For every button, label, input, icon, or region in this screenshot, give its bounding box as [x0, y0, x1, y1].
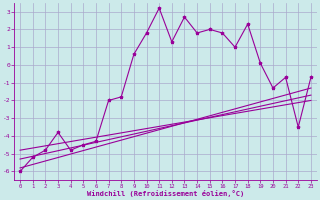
Point: [81, 143, 86, 146]
Point: [283, 76, 288, 79]
Point: [18, 170, 23, 173]
Point: [296, 125, 301, 129]
Point: [119, 95, 124, 98]
Point: [144, 31, 149, 35]
Point: [43, 149, 48, 152]
X-axis label: Windchill (Refroidissement éolien,°C): Windchill (Refroidissement éolien,°C): [87, 190, 244, 197]
Point: [93, 140, 99, 143]
Point: [232, 46, 237, 49]
Point: [270, 86, 276, 90]
Point: [106, 99, 111, 102]
Point: [30, 156, 35, 159]
Point: [156, 7, 162, 10]
Point: [68, 149, 73, 152]
Point: [258, 62, 263, 65]
Point: [245, 22, 250, 26]
Point: [131, 53, 136, 56]
Point: [308, 76, 314, 79]
Point: [169, 40, 174, 43]
Point: [182, 15, 187, 19]
Point: [195, 31, 200, 35]
Point: [55, 131, 60, 134]
Point: [220, 31, 225, 35]
Point: [207, 28, 212, 31]
